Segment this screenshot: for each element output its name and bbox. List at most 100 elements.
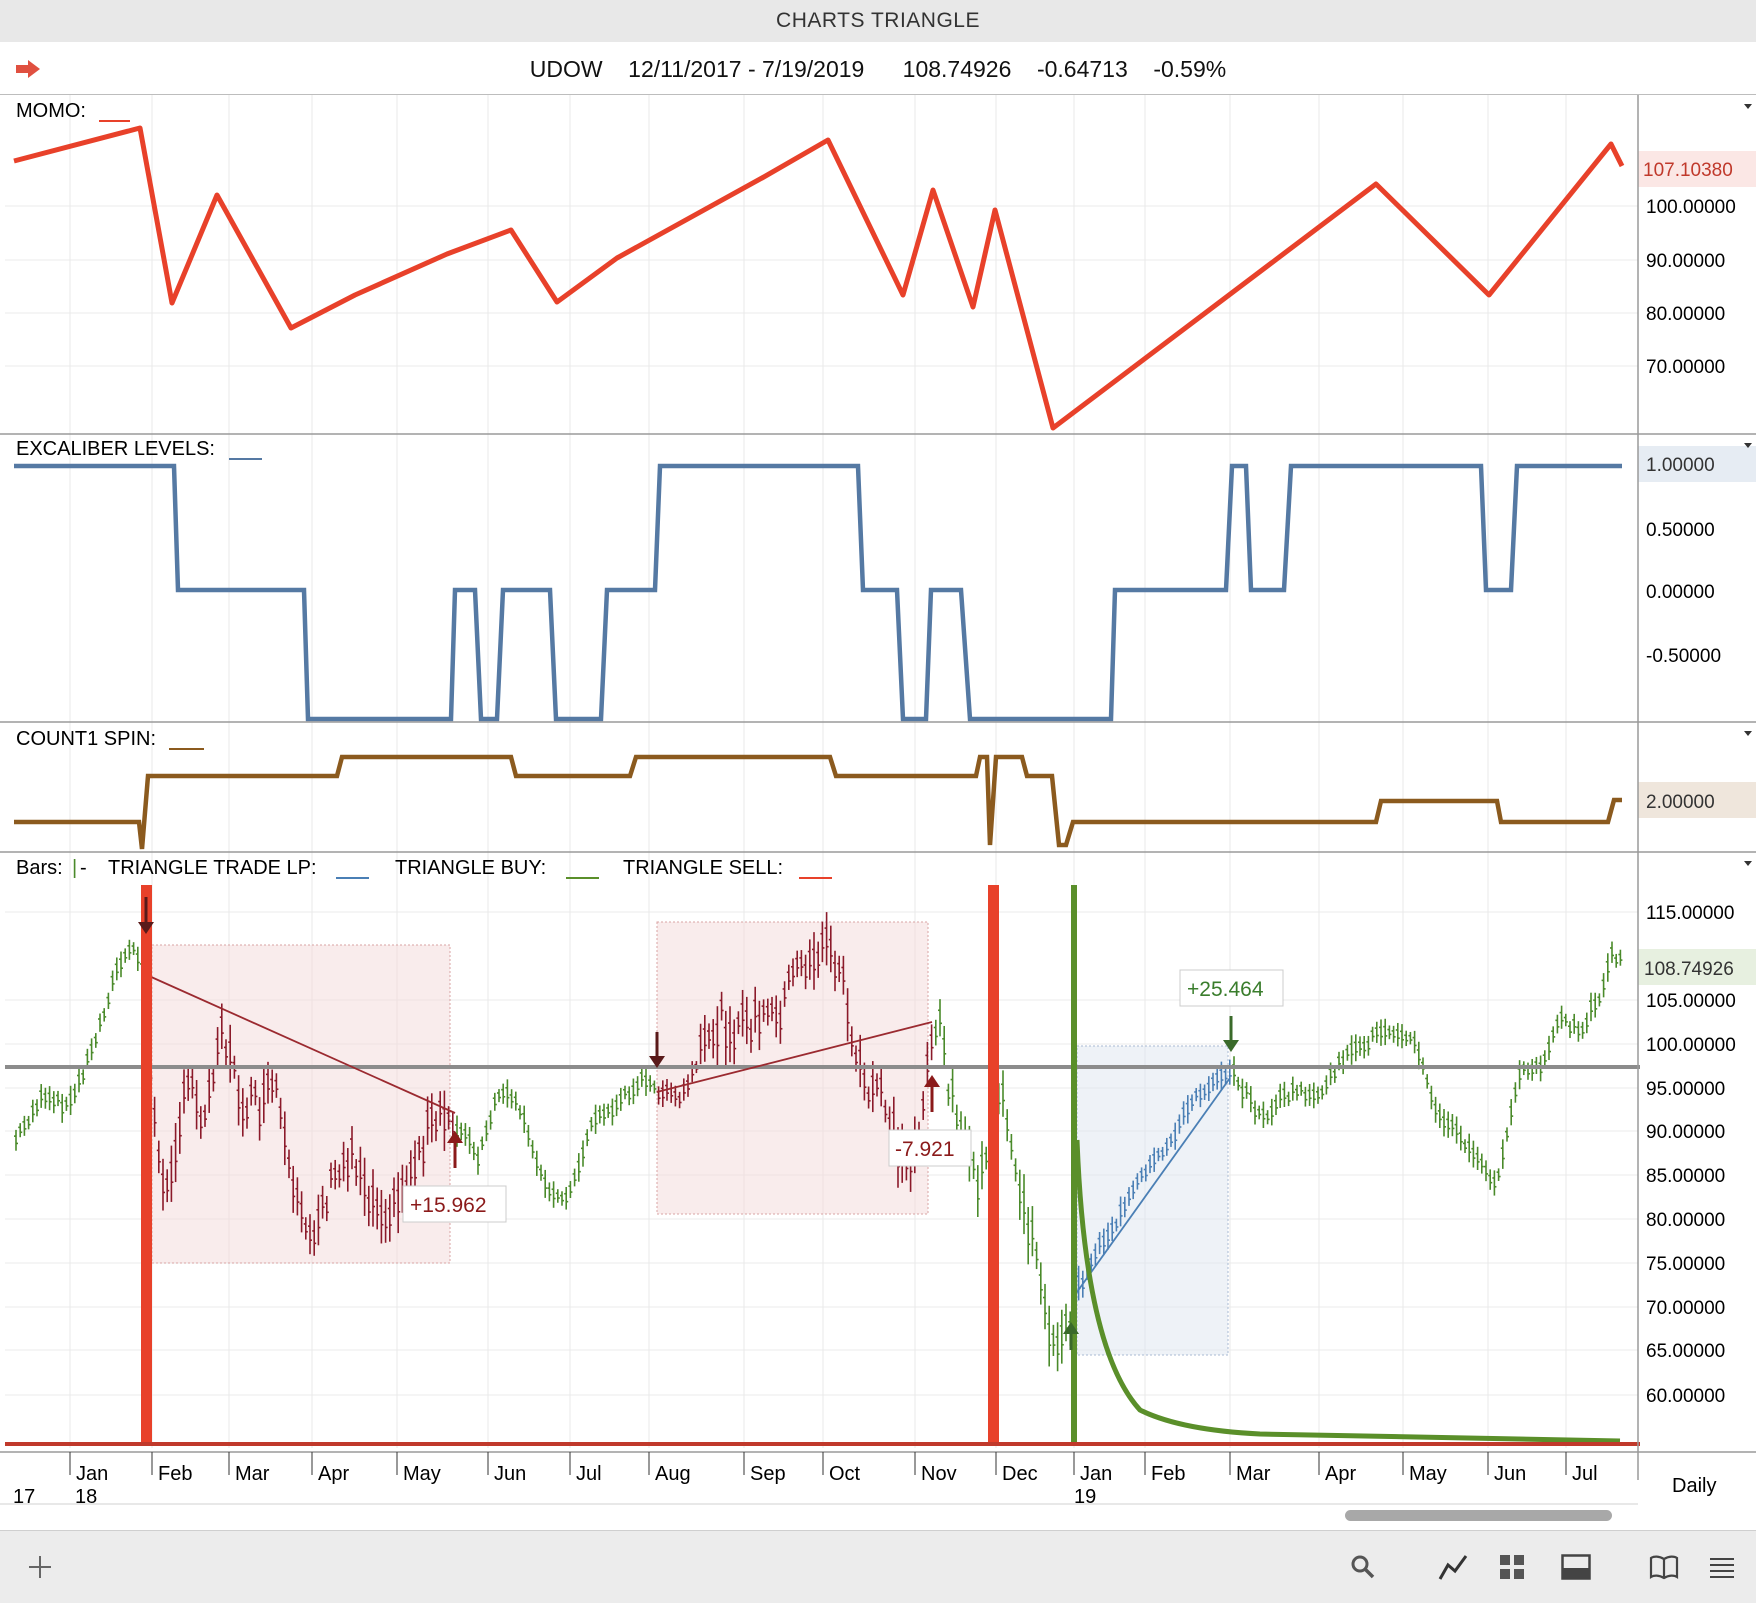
price-bar <box>543 1169 548 1198</box>
price-bar <box>1496 1168 1501 1181</box>
panel-icon[interactable] <box>1558 1549 1594 1585</box>
axis-tick-label: 0.50000 <box>1646 520 1715 541</box>
triangle-sell-label: TRIANGLE SELL: <box>623 857 783 879</box>
month-label: Jan <box>76 1463 108 1485</box>
price-bar <box>786 964 791 990</box>
price-bar <box>1202 1084 1207 1100</box>
price-bar <box>568 1181 573 1199</box>
price-bar <box>1043 1283 1047 1330</box>
count1-panel[interactable]: COUNT1 SPIN: 2.00000 <box>14 728 1756 850</box>
price-bar <box>1618 949 1623 966</box>
price-bar <box>320 1185 325 1219</box>
price-value-label: 108.74926 <box>1644 959 1734 980</box>
price-bar <box>1169 1133 1173 1147</box>
price-bar <box>845 988 850 1042</box>
arrow-right-icon[interactable] <box>14 58 42 85</box>
axis-tick-label: 80.00000 <box>1646 1210 1725 1231</box>
month-label: Jan <box>1080 1463 1112 1485</box>
price-bar <box>383 1198 388 1243</box>
price-bar <box>614 1094 619 1117</box>
price-bar <box>1442 1109 1446 1137</box>
window-title: CHARTS TRIANGLE <box>0 0 1756 43</box>
price-bar <box>1500 1139 1505 1169</box>
menu-icon[interactable] <box>1704 1549 1740 1585</box>
price-bar <box>803 954 808 990</box>
bars-legend-dash: - <box>80 857 87 879</box>
price-bar <box>471 1141 476 1161</box>
line-chart-icon[interactable] <box>1435 1549 1471 1585</box>
price-panel[interactable]: Bars: | - TRIANGLE TRADE LP: TRIANGLE BU… <box>5 857 1756 1446</box>
price-bar <box>463 1123 468 1146</box>
price-bar <box>1286 1091 1291 1107</box>
price-bar <box>253 1079 258 1106</box>
horizontal-scrollbar[interactable] <box>1345 1510 1612 1521</box>
search-icon[interactable] <box>1345 1549 1381 1585</box>
price-bar <box>623 1085 627 1100</box>
count1-label: COUNT1 SPIN: <box>16 728 156 750</box>
price-bar <box>1492 1170 1497 1196</box>
price-bar <box>837 955 842 983</box>
add-icon[interactable] <box>22 1549 58 1585</box>
axis-tick-label: 70.00000 <box>1646 357 1725 378</box>
price-bar <box>303 1217 308 1240</box>
price-bar <box>812 932 816 990</box>
price-bar <box>1257 1105 1262 1120</box>
axis-tick-label: 90.00000 <box>1646 251 1725 272</box>
year-label: 19 <box>1074 1486 1096 1508</box>
price-bar <box>392 1177 396 1218</box>
excaliber-panel[interactable]: EXCALIBER LEVELS: 1.00000 0.50000 0.00000… <box>14 438 1756 722</box>
price-bar <box>127 939 132 960</box>
trade-label-2: -7.921 <box>895 1138 955 1161</box>
price-bar <box>627 1086 632 1106</box>
price-bar <box>1206 1076 1211 1101</box>
price-bar <box>1530 1058 1535 1081</box>
price-bar <box>379 1189 384 1244</box>
price-bar <box>719 991 724 1021</box>
book-icon[interactable] <box>1646 1549 1682 1585</box>
momo-panel[interactable]: MOMO: 107.10380 100.00000 90.00000 80.0000… <box>5 100 1756 431</box>
price-bar <box>686 1074 690 1097</box>
bars-legend-glyph: | <box>72 857 77 879</box>
price-bar <box>576 1153 581 1182</box>
price-bar <box>1001 1070 1005 1117</box>
price-bar <box>408 1150 413 1193</box>
price-bar <box>526 1124 531 1147</box>
price-bar <box>585 1129 590 1147</box>
price-bar <box>1324 1075 1329 1095</box>
price-bar <box>929 1024 934 1061</box>
price-bar <box>207 1067 212 1113</box>
price-bar <box>1005 1109 1010 1142</box>
price-bar <box>551 1181 556 1208</box>
price-bar <box>816 941 821 978</box>
chart-area[interactable]: MOMO: 107.10380 100.00000 90.00000 80.0000… <box>0 95 1756 1530</box>
price-bar <box>110 970 115 992</box>
price-bar <box>1614 953 1619 968</box>
price-bar <box>1093 1243 1098 1266</box>
month-label: Mar <box>235 1463 270 1485</box>
momo-label: MOMO: <box>16 100 86 122</box>
year-label: 18 <box>75 1486 97 1508</box>
price-bar <box>324 1196 329 1222</box>
price-bar <box>497 1089 501 1103</box>
price-bar <box>560 1191 564 1206</box>
price-bar <box>572 1168 577 1187</box>
price-bar <box>1097 1231 1102 1255</box>
price-bar <box>236 1075 241 1126</box>
grid-icon[interactable] <box>1494 1549 1530 1585</box>
price-bar <box>60 1093 65 1123</box>
price-bar <box>1127 1187 1131 1206</box>
price-bar <box>518 1105 522 1120</box>
price-bar <box>1030 1206 1035 1257</box>
price-bar <box>1584 1012 1589 1034</box>
price-bar <box>1248 1086 1253 1113</box>
price-bar <box>921 1091 926 1120</box>
price-bar <box>1450 1113 1455 1137</box>
price-bar <box>1013 1158 1018 1182</box>
price-bar <box>35 1099 39 1117</box>
price-bar <box>1026 1207 1031 1265</box>
month-label: Jun <box>1494 1463 1526 1485</box>
chart-svg[interactable]: MOMO: 107.10380 100.00000 90.00000 80.0000… <box>0 95 1756 1530</box>
price-bar <box>287 1149 291 1179</box>
price-bar <box>1089 1253 1094 1272</box>
price-bar <box>1278 1083 1283 1108</box>
